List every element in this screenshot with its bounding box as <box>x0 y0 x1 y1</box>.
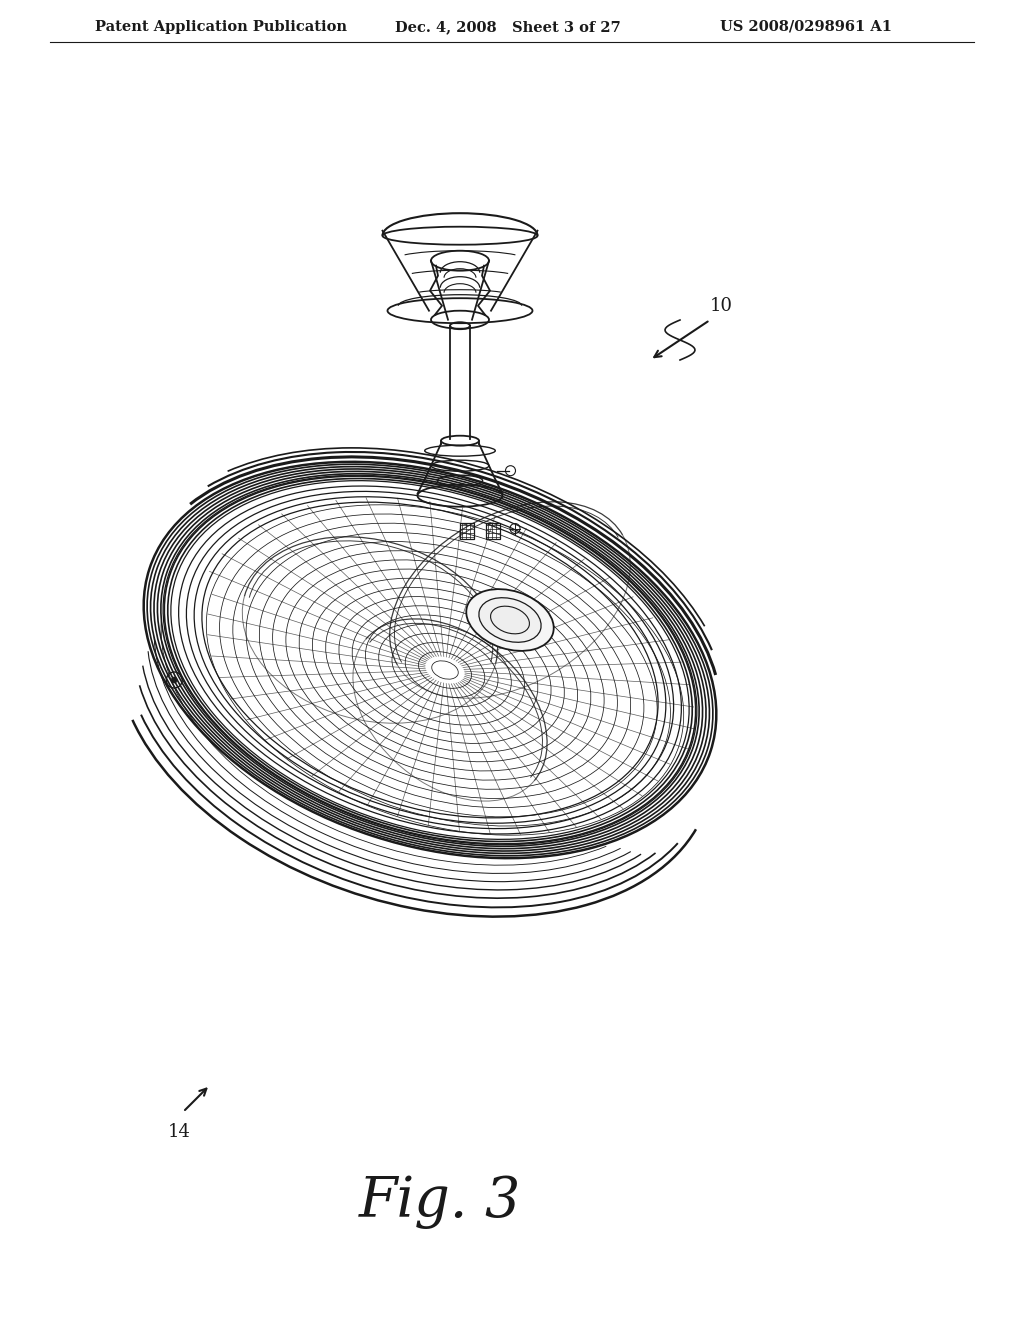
Text: US 2008/0298961 A1: US 2008/0298961 A1 <box>720 20 892 34</box>
Ellipse shape <box>490 606 529 634</box>
Text: 10: 10 <box>710 297 733 315</box>
Bar <box>486 523 500 539</box>
Ellipse shape <box>466 589 554 651</box>
Bar <box>460 523 474 539</box>
Text: Patent Application Publication: Patent Application Publication <box>95 20 347 34</box>
Text: Fig. 3: Fig. 3 <box>358 1175 521 1229</box>
Text: Dec. 4, 2008   Sheet 3 of 27: Dec. 4, 2008 Sheet 3 of 27 <box>395 20 621 34</box>
Circle shape <box>171 677 177 682</box>
Ellipse shape <box>479 598 541 643</box>
Text: 14: 14 <box>168 1123 190 1140</box>
